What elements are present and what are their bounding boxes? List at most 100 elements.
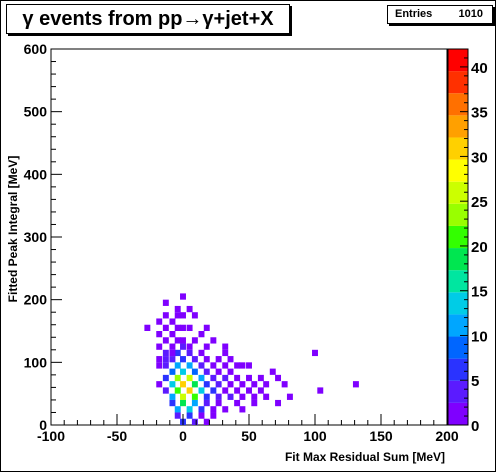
- histogram-bin: [156, 381, 163, 388]
- x-axis: -100 -50 0 50 100 150 200: [37, 414, 459, 444]
- stats-label: Entries: [395, 8, 433, 20]
- histogram-bin: [210, 362, 217, 369]
- histogram-bin: [234, 399, 241, 407]
- histogram-bin: [169, 399, 176, 407]
- histogram-bin: [191, 418, 198, 425]
- y-tick-label: 0: [39, 417, 47, 433]
- histogram-bin: [162, 349, 169, 357]
- histogram-bin: [162, 312, 169, 319]
- histogram-bin: [156, 318, 163, 325]
- histogram-bin: [180, 337, 186, 344]
- histogram-bin: [286, 393, 293, 400]
- histogram-bin: [203, 393, 210, 400]
- histogram-bin: [239, 381, 246, 388]
- histogram-bin: [180, 399, 186, 407]
- histogram-bin: [210, 406, 217, 413]
- histogram-bin: [222, 362, 229, 369]
- y-tick-label: 300: [24, 229, 48, 245]
- palette-swatch: [448, 314, 468, 337]
- palette-swatch: [448, 292, 468, 315]
- palette-swatch: [448, 71, 468, 94]
- histogram-bin: [169, 381, 176, 388]
- histogram-bin: [215, 393, 222, 400]
- y-tick-label: 500: [24, 104, 48, 120]
- histogram-bin: [180, 356, 186, 363]
- histogram-bin: [215, 381, 222, 388]
- histogram-bin: [156, 362, 163, 369]
- histogram-bin: [210, 412, 217, 419]
- histogram-bin: [227, 356, 234, 363]
- histogram-bin: [198, 387, 205, 394]
- histogram-bin: [198, 406, 205, 413]
- x-tick-label: -100: [37, 428, 65, 444]
- histogram-bin: [210, 374, 217, 382]
- histogram-bin: [156, 356, 163, 363]
- histogram-bin: [180, 324, 186, 331]
- chart-title: γ events from pp→γ+jet+X: [6, 4, 290, 34]
- histogram-bin: [169, 318, 176, 325]
- histogram-bin: [169, 393, 176, 400]
- histogram-bin: [174, 387, 181, 394]
- histogram-bin: [215, 356, 222, 363]
- histogram-bin: [174, 337, 181, 344]
- palette-swatch: [448, 203, 468, 226]
- palette-tick-label: 20: [471, 239, 488, 256]
- histogram-bin: [203, 381, 210, 388]
- histogram-bin: [246, 362, 252, 369]
- palette-tick-label: 25: [471, 194, 488, 211]
- histogram-bin: [203, 356, 210, 363]
- histogram-bin: [239, 393, 246, 400]
- palette-tick-label: 5: [471, 373, 479, 390]
- palette-swatch: [448, 137, 468, 160]
- histogram-bin: [239, 406, 246, 413]
- histogram-bin: [180, 343, 186, 350]
- histogram-bin: [174, 324, 181, 331]
- histogram-bin: [191, 356, 198, 363]
- histogram-bin: [180, 293, 186, 300]
- x-tick-label: 100: [303, 428, 327, 444]
- histogram-bin: [186, 362, 193, 369]
- palette-tick-label: 0: [471, 418, 479, 435]
- histogram-bin: [234, 374, 241, 382]
- histogram-bin: [227, 368, 234, 375]
- histogram-bin: [169, 368, 176, 375]
- histogram-bin: [156, 331, 163, 338]
- histogram-bins: [144, 293, 359, 425]
- palette-tick-label: 35: [471, 105, 488, 122]
- histogram-bin: [186, 374, 193, 382]
- histogram-bin: [186, 406, 193, 413]
- histogram-bin: [246, 387, 252, 394]
- x-tick-label: 50: [241, 428, 257, 444]
- histogram-bin: [198, 349, 205, 357]
- histogram-bin: [222, 406, 229, 413]
- histogram-bin: [186, 412, 193, 419]
- histogram-bin: [191, 312, 198, 319]
- y-tick-label: 200: [24, 292, 48, 308]
- histogram-bin: [180, 312, 186, 319]
- histogram-bin: [257, 374, 264, 382]
- palette-tick-label: 10: [471, 328, 488, 345]
- palette-swatch: [448, 49, 468, 72]
- histogram-bin: [180, 381, 186, 388]
- histogram-bin: [169, 349, 176, 357]
- y-axis: 0 100 200 300 400 500 600: [24, 41, 62, 433]
- histogram-bin: [169, 356, 176, 363]
- histogram-bin: [198, 362, 205, 369]
- histogram-bin: [162, 324, 169, 331]
- histogram-bin: [227, 393, 234, 400]
- histogram-bin: [281, 381, 288, 388]
- histogram-bin: [352, 381, 359, 388]
- histogram-bin: [162, 387, 169, 394]
- histogram-bin: [191, 399, 198, 407]
- histogram-bin: [174, 362, 181, 369]
- x-tick-label: -50: [107, 428, 127, 444]
- histogram-bin: [144, 324, 151, 331]
- histogram-bin: [210, 387, 217, 394]
- palette-tick-label: 40: [471, 60, 488, 77]
- palette-swatch: [448, 380, 468, 403]
- color-palette: 0 5 10 15 20 25 30 35 40: [447, 48, 488, 435]
- histogram-bin: [246, 374, 252, 382]
- histogram-bin: [317, 387, 324, 394]
- histogram-bin: [251, 399, 258, 407]
